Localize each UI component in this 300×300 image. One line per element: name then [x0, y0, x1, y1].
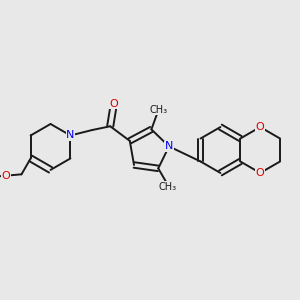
Text: O: O: [1, 171, 10, 181]
Text: CH₃: CH₃: [158, 182, 177, 192]
Text: O: O: [256, 122, 265, 132]
Text: N: N: [66, 130, 75, 140]
Text: N: N: [165, 141, 173, 152]
Text: O: O: [109, 99, 118, 109]
Text: CH₃: CH₃: [149, 105, 167, 115]
Text: O: O: [256, 168, 265, 178]
